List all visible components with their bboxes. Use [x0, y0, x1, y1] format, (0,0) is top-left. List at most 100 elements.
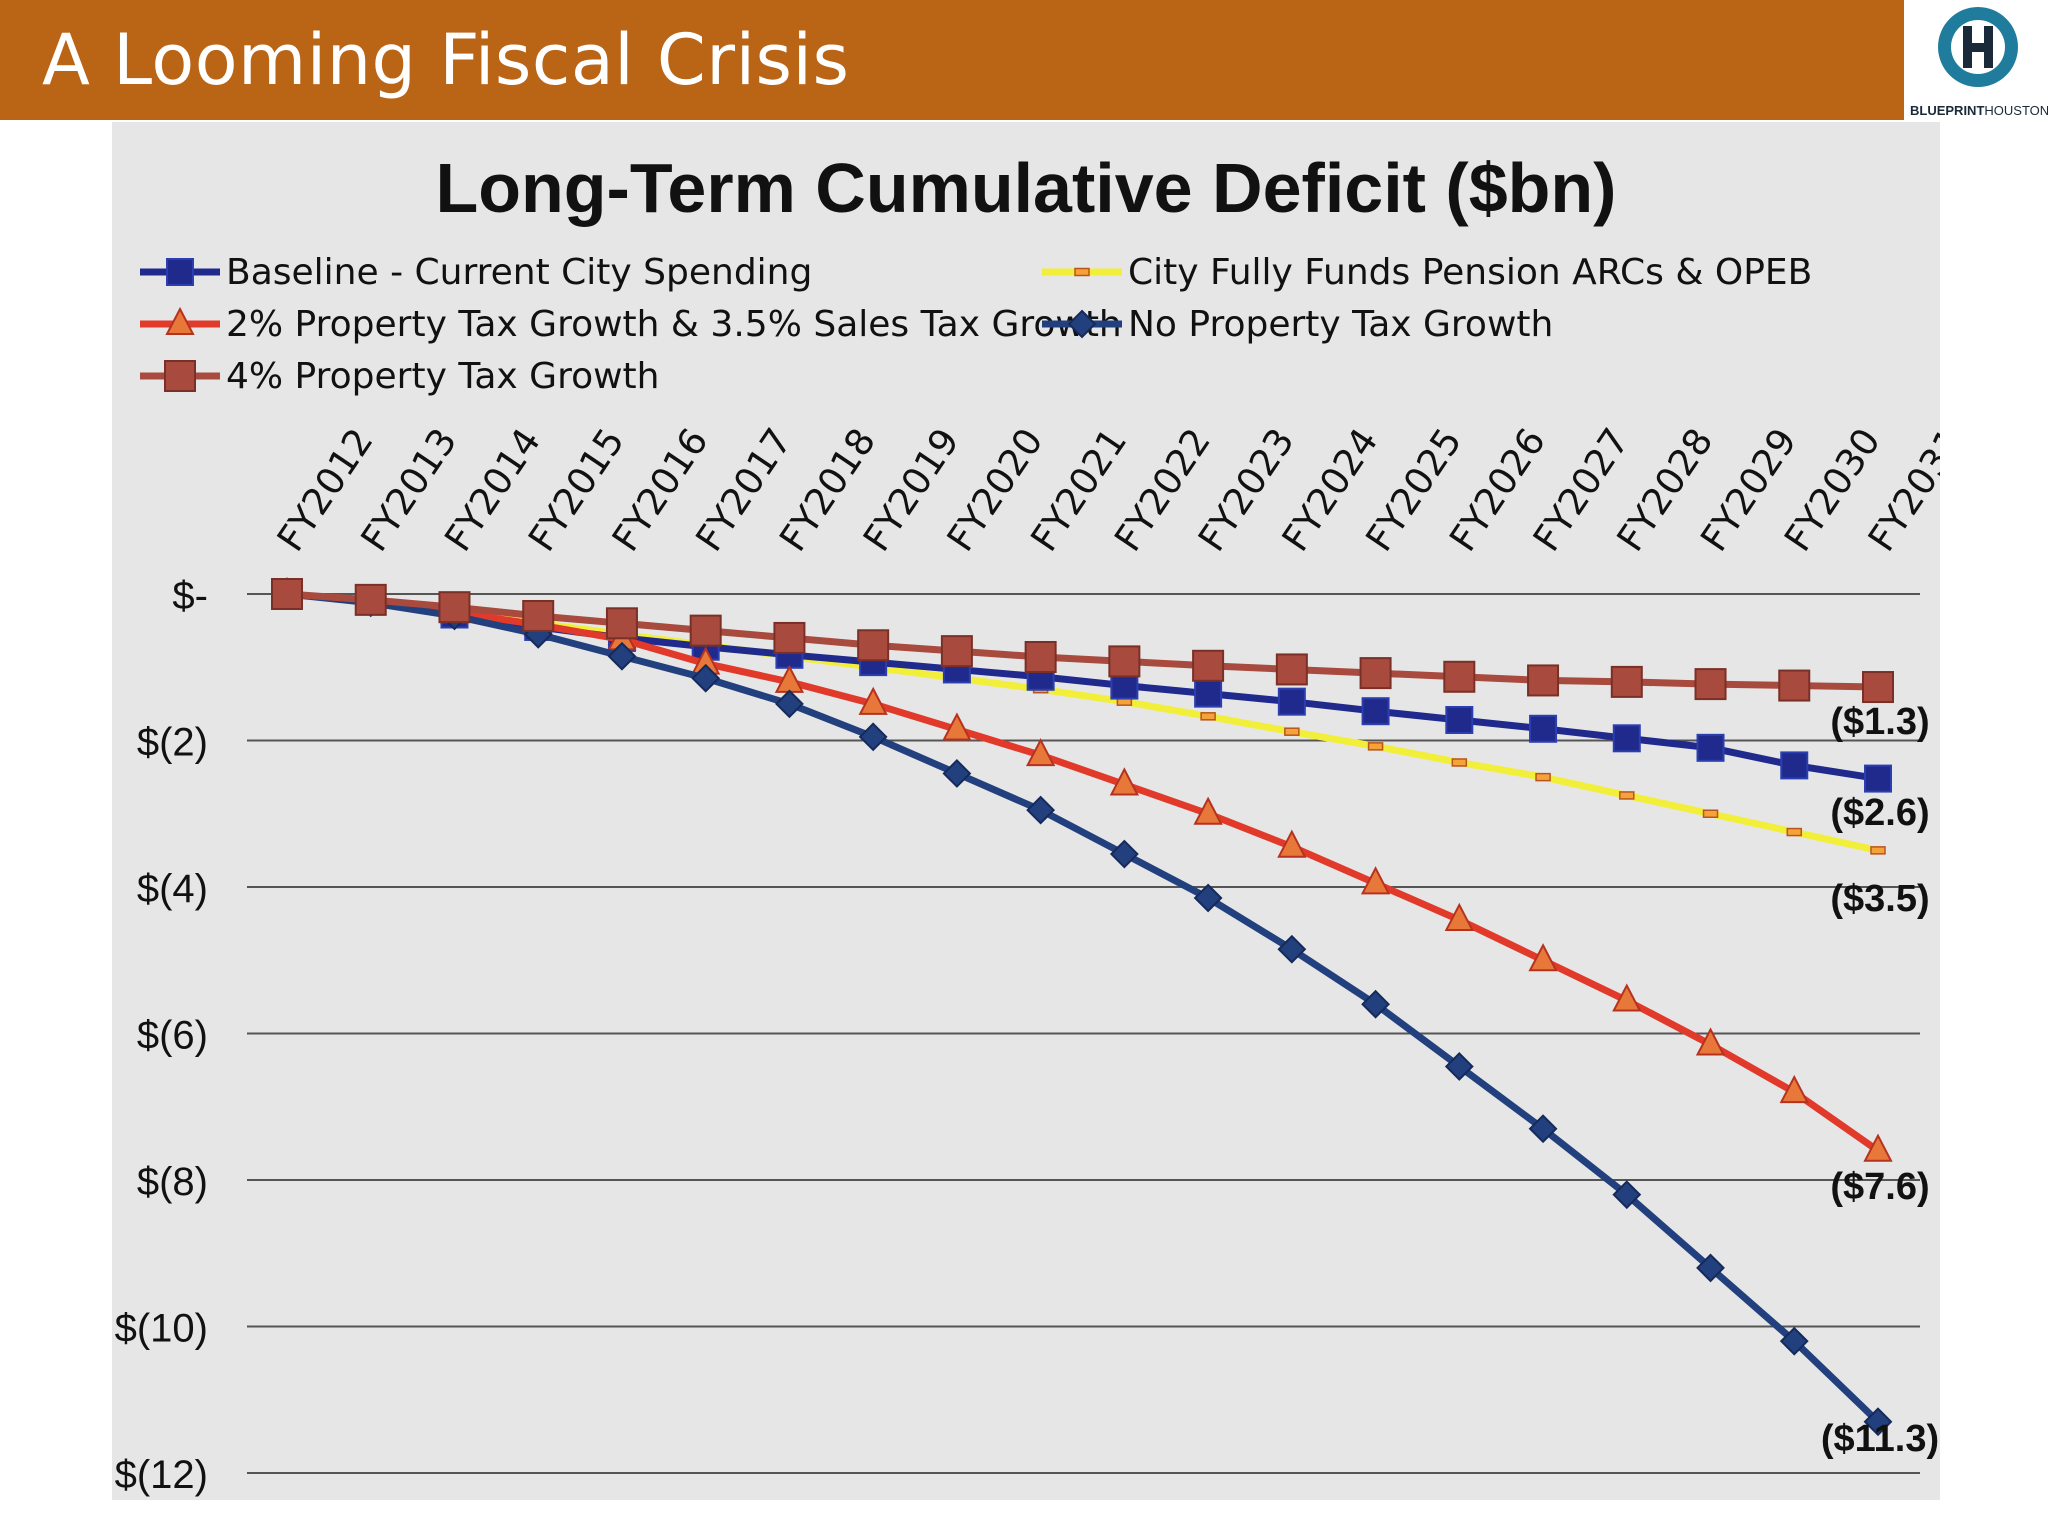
city-fully-funds-pension-arcs-opeb-point [1367, 742, 1384, 751]
2-property-tax-growth-3-5-sales-tax-growth-point [1695, 1027, 1726, 1056]
no-property-tax-growth-point [1444, 1052, 1474, 1081]
4-property-tax-growth-point [1610, 665, 1643, 698]
series-2-property-tax-growth-3-5-sales-tax-growth [272, 576, 1893, 1162]
annotation-label: ($7.6) [1830, 1166, 1929, 1208]
baseline-current-city-spending-point [1445, 705, 1474, 734]
logo-wordmark: BLUEPRINTHOUSTON [1910, 103, 2048, 118]
legend-item-baseline-current-city-spending: Baseline - Current City Spending [140, 252, 812, 293]
2-property-tax-growth-3-5-sales-tax-growth-point [1444, 902, 1474, 931]
series-4-property-tax-growth [271, 578, 1894, 704]
baseline-current-city-spending-point [1529, 714, 1558, 743]
y-tick-label: $- [172, 574, 208, 618]
legend-item-city-fully-funds-pension-arcs-opeb: City Fully Funds Pension ARCs & OPEB [1042, 252, 1812, 293]
city-fully-funds-pension-arcs-opeb-point [1786, 827, 1803, 837]
no-property-tax-growth-point [858, 722, 888, 752]
y-tick-label: $(12) [115, 1453, 208, 1497]
annotation-label: ($2.6) [1830, 792, 1929, 834]
4-property-tax-growth-point [522, 599, 555, 632]
4-property-tax-growth-point [1778, 669, 1811, 702]
no-property-tax-growth-point [607, 641, 637, 671]
2-property-tax-growth-3-5-sales-tax-growth-point [1528, 943, 1558, 972]
legend-label: 2% Property Tax Growth & 3.5% Sales Tax … [226, 304, 1122, 345]
city-fully-funds-pension-arcs-opeb-point [1200, 712, 1216, 721]
2-property-tax-growth-3-5-sales-tax-growth-point [1109, 767, 1140, 796]
chart-panel: Long-Term Cumulative Deficit ($bn) Basel… [112, 122, 1940, 1500]
no-property-tax-growth-point [1361, 989, 1390, 1019]
baseline-current-city-spending-point [1277, 687, 1306, 716]
y-axis-tick-labels: $- $(2) $(4) $(6) $(8) $(10) $(12) [115, 574, 208, 1497]
4-property-tax-growth-point [1443, 660, 1476, 693]
2-property-tax-growth-3-5-sales-tax-growth-point [1779, 1074, 1809, 1104]
2-property-tax-growth-3-5-sales-tax-growth-point [1612, 983, 1642, 1012]
4-property-tax-growth-point [1862, 671, 1894, 704]
city-fully-funds-pension-arcs-opeb-point [1702, 809, 1719, 818]
no-property-tax-growth-point [1277, 934, 1307, 964]
no-property-tax-growth-point [1109, 839, 1139, 869]
no-property-tax-growth-point [1528, 1114, 1558, 1144]
no-property-tax-growth-point [1779, 1326, 1809, 1356]
baseline-current-city-spending-point [1361, 697, 1390, 726]
y-tick-label: $(8) [137, 1160, 208, 1204]
y-tick-label: $(4) [137, 867, 208, 911]
header-bar [0, 0, 1904, 120]
legend-no-property-tax-growth-point [1067, 309, 1097, 339]
4-property-tax-growth-point [1192, 649, 1225, 682]
legend-label: Baseline - Current City Spending [226, 252, 812, 293]
legend-label: 4% Property Tax Growth [226, 356, 659, 397]
city-fully-funds-pension-arcs-opeb-point [1535, 772, 1551, 782]
annotation-label: ($11.3) [1821, 1418, 1939, 1460]
deficit-line-chart: Long-Term Cumulative Deficit ($bn) Basel… [115, 149, 1940, 1497]
4-property-tax-growth-point [940, 635, 973, 668]
4-property-tax-growth-point [1275, 653, 1308, 686]
legend-2-property-tax-growth-3-5-sales-tax-growth-point [165, 306, 195, 335]
legend-item-4-property-tax-growth: 4% Property Tax Growth [140, 356, 659, 397]
annotation-label: ($3.5) [1830, 878, 1929, 920]
legend-4-property-tax-growth-point [164, 360, 196, 392]
4-property-tax-growth-point [438, 591, 471, 624]
no-property-tax-growth-point [691, 663, 721, 693]
legend-label: No Property Tax Growth [1128, 304, 1553, 345]
y-tick-label: $(10) [115, 1307, 208, 1351]
no-property-tax-growth-point [1026, 795, 1056, 825]
4-property-tax-growth-point [605, 607, 638, 640]
4-property-tax-growth-point [271, 578, 303, 610]
x-axis-tick-labels: FY2012FY2013FY2014FY2015FY2016FY2017FY20… [269, 421, 1940, 559]
chart-series [271, 576, 1894, 1437]
no-property-tax-growth-point [1612, 1180, 1642, 1210]
4-property-tax-growth-point [354, 583, 387, 616]
series-no-property-tax-growth [272, 579, 1893, 1437]
city-fully-funds-pension-arcs-opeb-point [1284, 727, 1300, 736]
legend-city-fully-funds-pension-arcs-opeb-point [1074, 267, 1090, 277]
y-tick-label: $(6) [137, 1014, 208, 1058]
2-property-tax-growth-3-5-sales-tax-growth-point [1025, 737, 1056, 767]
city-fully-funds-pension-arcs-opeb-point [1619, 791, 1635, 800]
blueprint-houston-logo [1908, 0, 2048, 120]
slide-title: A Looming Fiscal Crisis [42, 19, 850, 101]
4-property-tax-growth-point [1359, 657, 1392, 690]
chart-legend: Baseline - Current City Spending City Ful… [140, 252, 1812, 397]
legend-item-2-property-tax-growth-3-5-sales-tax-growth: 2% Property Tax Growth & 3.5% Sales Tax … [140, 304, 1122, 345]
logo-emblem-icon [1938, 7, 2018, 87]
y-tick-label: $(2) [137, 721, 208, 765]
city-fully-funds-pension-arcs-opeb-point [1451, 758, 1468, 767]
2-property-tax-growth-3-5-sales-tax-growth-point [858, 686, 888, 715]
chart-title: Long-Term Cumulative Deficit ($bn) [436, 149, 1617, 227]
end-value-annotations: ($1.3) ($2.6) ($3.5) ($7.6) ($11.3) [1821, 701, 1939, 1460]
no-property-tax-growth-line [283, 590, 1882, 1426]
2-property-tax-growth-3-5-sales-tax-growth-point [1360, 866, 1391, 895]
2-property-tax-growth-3-5-sales-tax-growth-point [1193, 796, 1223, 825]
city-fully-funds-pension-arcs-opeb-point [1870, 846, 1886, 855]
4-property-tax-growth-point [1694, 668, 1727, 701]
legend-baseline-current-city-spending-point [166, 258, 194, 286]
2-property-tax-growth-3-5-sales-tax-growth-point [1277, 829, 1307, 858]
2-property-tax-growth-3-5-sales-tax-growth-point [942, 712, 972, 741]
baseline-current-city-spending-point [1864, 764, 1892, 793]
baseline-current-city-spending-point [1612, 724, 1641, 753]
4-property-tax-growth-point [689, 614, 722, 647]
legend-label: City Fully Funds Pension ARCs & OPEB [1128, 252, 1812, 293]
4-property-tax-growth-point [1024, 640, 1057, 673]
4-property-tax-growth-point [857, 629, 890, 662]
no-property-tax-growth-point [942, 759, 972, 788]
2-property-tax-growth-3-5-sales-tax-growth-point [1863, 1133, 1893, 1162]
no-property-tax-growth-point [1863, 1407, 1893, 1437]
